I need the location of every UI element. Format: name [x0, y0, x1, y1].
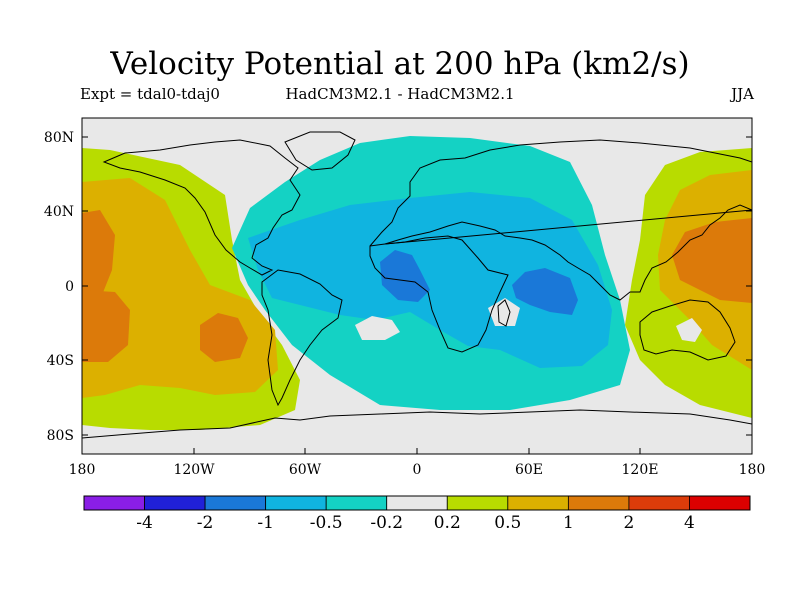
colorbar-labels: -4 -2 -1 -0.5 -0.2 0.2 0.5 1 2 4 — [136, 513, 695, 533]
lon-tick-label: 180 — [69, 462, 96, 478]
coast-australia — [639, 299, 736, 361]
colorbar-swatch — [325, 495, 388, 511]
contour-indian--1 — [512, 268, 578, 315]
season-label: JJA — [731, 85, 754, 103]
lon-tick-label: 180 — [739, 462, 766, 478]
coast-antarctica — [82, 409, 752, 439]
colorbar-label: 1 — [563, 513, 574, 533]
colorbar-label: -1 — [257, 513, 274, 533]
contour-africa--1 — [380, 250, 430, 302]
lon-tick-label: 120W — [173, 462, 215, 478]
lon-tick-label: 60W — [289, 462, 322, 478]
colorbar-swatch — [628, 495, 690, 511]
lat-tick-label: 0 — [65, 279, 74, 295]
lat-tick-label: 40S — [47, 353, 74, 369]
contour-pacific-west-1a — [82, 210, 115, 310]
contour-pacific-west-1b — [82, 290, 130, 362]
colorbar-swatch — [144, 495, 206, 511]
colorbar-swatch — [386, 495, 448, 511]
lon-tick-labels: 180 120W 60W 0 60E 120E 180 — [69, 462, 766, 478]
colorbar-swatches — [83, 495, 751, 511]
lon-tick-label: 0 — [413, 462, 422, 478]
coast-south-america — [261, 269, 343, 407]
contour-australia-negative — [676, 318, 702, 342]
colorbar-swatch — [204, 495, 267, 511]
coast-north-america — [102, 139, 301, 276]
contour-pacific-west-1c — [200, 313, 248, 362]
colorbar-swatch — [83, 495, 145, 511]
map-field — [82, 118, 752, 454]
coast-madagascar — [497, 299, 511, 327]
colorbar-swatch — [265, 495, 327, 511]
axis-ticks — [81, 136, 753, 454]
colorbar-label: -0.5 — [310, 513, 343, 533]
colorbar-swatch — [567, 495, 630, 511]
experiment-label: Expt = tdal0-tdaj0 — [80, 85, 220, 103]
lat-tick-label: 80S — [47, 428, 74, 444]
colorbar-swatch — [507, 495, 569, 511]
colorbar-frame — [83, 495, 751, 511]
colorbar-label: 4 — [684, 513, 695, 533]
coast-greenland — [284, 131, 356, 171]
lat-tick-label: 80N — [44, 130, 74, 146]
lon-tick-label: 60E — [515, 462, 543, 478]
lat-tick-labels: 80N 40N 0 40S 80S — [44, 130, 74, 444]
colorbar-label: -4 — [136, 513, 153, 533]
coast-europe-asia — [369, 139, 752, 301]
chart-title: Velocity Potential at 200 hPa (km2/s) — [110, 46, 690, 82]
colorbar-label: 2 — [623, 513, 634, 533]
contour-madagascar-weak — [488, 298, 520, 326]
colorbar-label: 0.5 — [494, 513, 521, 533]
contour-south-atlantic-weak — [355, 316, 400, 340]
colorbar-swatch — [689, 495, 751, 511]
lat-tick-label: 40N — [44, 204, 74, 220]
coastlines — [82, 131, 752, 439]
colorbar-label: -2 — [197, 513, 214, 533]
lon-tick-label: 120E — [622, 462, 659, 478]
colorbar-label: 0.2 — [434, 513, 461, 533]
colorbar: -4 -2 -1 -0.5 -0.2 0.2 0.5 1 2 4 — [83, 495, 751, 533]
coast-africa — [369, 235, 509, 353]
contour-atlantic-indian--0.5 — [248, 192, 612, 368]
colorbar-swatch — [446, 495, 509, 511]
colorbar-label: -0.2 — [370, 513, 403, 533]
model-comparison-label: HadCM3M2.1 - HadCM3M2.1 — [285, 85, 515, 103]
